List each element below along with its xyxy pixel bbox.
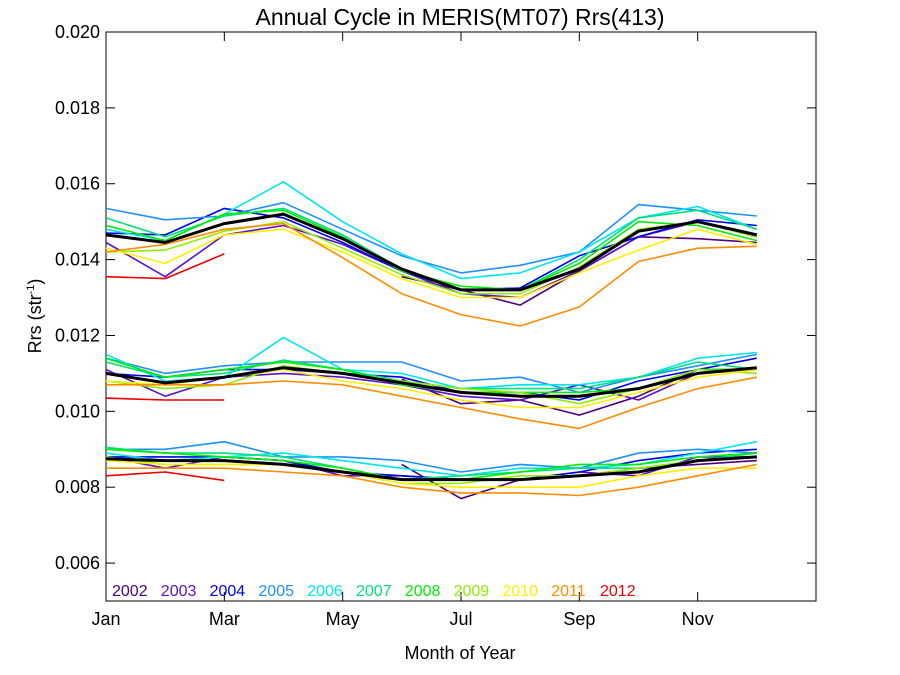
y-axis-label-tail: ) xyxy=(25,279,45,285)
x-tick-label: Mar xyxy=(209,609,240,629)
series-line-2011 xyxy=(106,463,757,497)
series-line-2006 xyxy=(105,336,757,390)
x-axis: Jan Mar May Jul Sep Nov xyxy=(91,32,714,629)
series-line-2003 xyxy=(105,220,757,299)
legend-entry-2004: 2004 xyxy=(210,583,246,600)
y-tick-label: 0.008 xyxy=(55,477,100,497)
legend-entry-2011: 2011 xyxy=(551,583,586,600)
y-axis-label-sup: -1 xyxy=(25,285,37,295)
series-line-2011 xyxy=(105,222,757,327)
plot-frame xyxy=(105,31,817,602)
legend-entry-2005: 2005 xyxy=(258,583,294,600)
legend: 2002 2003 2004 2005 2006 2007 2008 2009 2010 2011… xyxy=(112,583,636,600)
y-tick-label: 0.018 xyxy=(55,98,100,118)
legend-entry-2010: 2010 xyxy=(502,583,538,600)
series-line-2005 xyxy=(106,440,757,473)
series-line-2009 xyxy=(105,220,757,295)
y-axis-label: Rrs (str-1) xyxy=(25,279,45,354)
series-line-2005 xyxy=(105,201,757,274)
series-line-2012 xyxy=(105,253,225,280)
mean-series-line xyxy=(105,212,758,292)
legend-entry-2012: 2012 xyxy=(600,583,636,600)
series-line-2003 xyxy=(105,368,757,401)
x-tick-label: Nov xyxy=(682,609,714,629)
series-line-2010 xyxy=(105,459,757,489)
y-tick-label: 0.016 xyxy=(55,174,100,194)
chart-title: Annual Cycle in MERIS(MT07) Rrs(413) xyxy=(255,4,664,30)
x-axis-label: Month of Year xyxy=(404,643,515,663)
mean-series-line xyxy=(105,366,757,398)
y-axis: 0.006 0.008 0.010 0.012 0.014 0.016 0.018 0.020 xyxy=(55,22,816,573)
y-tick-label: 0.010 xyxy=(55,401,100,421)
series-line-2012 xyxy=(105,397,225,401)
legend-entry-2009: 2009 xyxy=(454,583,490,600)
y-tick-label: 0.012 xyxy=(55,325,100,345)
legend-entry-2002: 2002 xyxy=(112,583,148,600)
mean-series-line xyxy=(105,455,757,482)
legend-entry-2007: 2007 xyxy=(356,583,392,600)
y-tick-label: 0.014 xyxy=(55,250,100,270)
x-tick-label: May xyxy=(326,609,360,629)
series-line-2010 xyxy=(105,228,757,299)
series-line-2012 xyxy=(105,471,225,482)
series-line-2011 xyxy=(106,376,757,430)
series-lines xyxy=(105,181,758,500)
x-tick-label: Jul xyxy=(449,609,472,629)
y-tick-label: 0.020 xyxy=(55,22,100,42)
y-axis-label-main: Rrs (str xyxy=(25,294,45,353)
x-tick-label: Jan xyxy=(91,609,120,629)
y-tick-label: 0.006 xyxy=(55,553,100,573)
x-tick-label: Sep xyxy=(563,609,595,629)
legend-entry-2006: 2006 xyxy=(307,583,343,600)
legend-entry-2003: 2003 xyxy=(161,583,197,600)
legend-entry-2008: 2008 xyxy=(405,583,441,600)
